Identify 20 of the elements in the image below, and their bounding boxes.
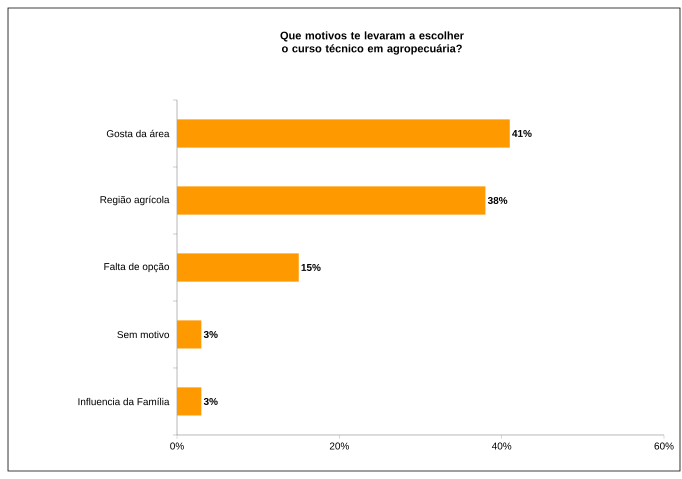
data-label: 38% (488, 196, 508, 204)
bar (177, 320, 202, 349)
bar (177, 186, 486, 215)
data-label: 41% (512, 130, 532, 137)
bar (177, 119, 510, 148)
data-label: 15% (302, 264, 321, 272)
y-tick-label: Sem motivo (117, 330, 170, 338)
y-tick-label: Região agrícola (100, 196, 170, 206)
x-tick-label: 40% (492, 442, 512, 450)
bar (177, 253, 299, 282)
bar (177, 387, 202, 416)
y-tick-label: Influencia da Família (78, 398, 170, 406)
x-tick-label: 20% (330, 442, 349, 450)
data-label: 3% (204, 398, 218, 406)
x-tick-label: 60% (654, 442, 674, 450)
data-label: 3% (204, 330, 218, 338)
x-tick-label: 0% (170, 442, 184, 450)
y-tick-label: Falta de opção (104, 262, 170, 272)
chart-title: Que motivos te levaram a escolher o curso técnico em agropecuária? (280, 31, 464, 55)
y-tick-label: Gosta da área (106, 130, 170, 138)
